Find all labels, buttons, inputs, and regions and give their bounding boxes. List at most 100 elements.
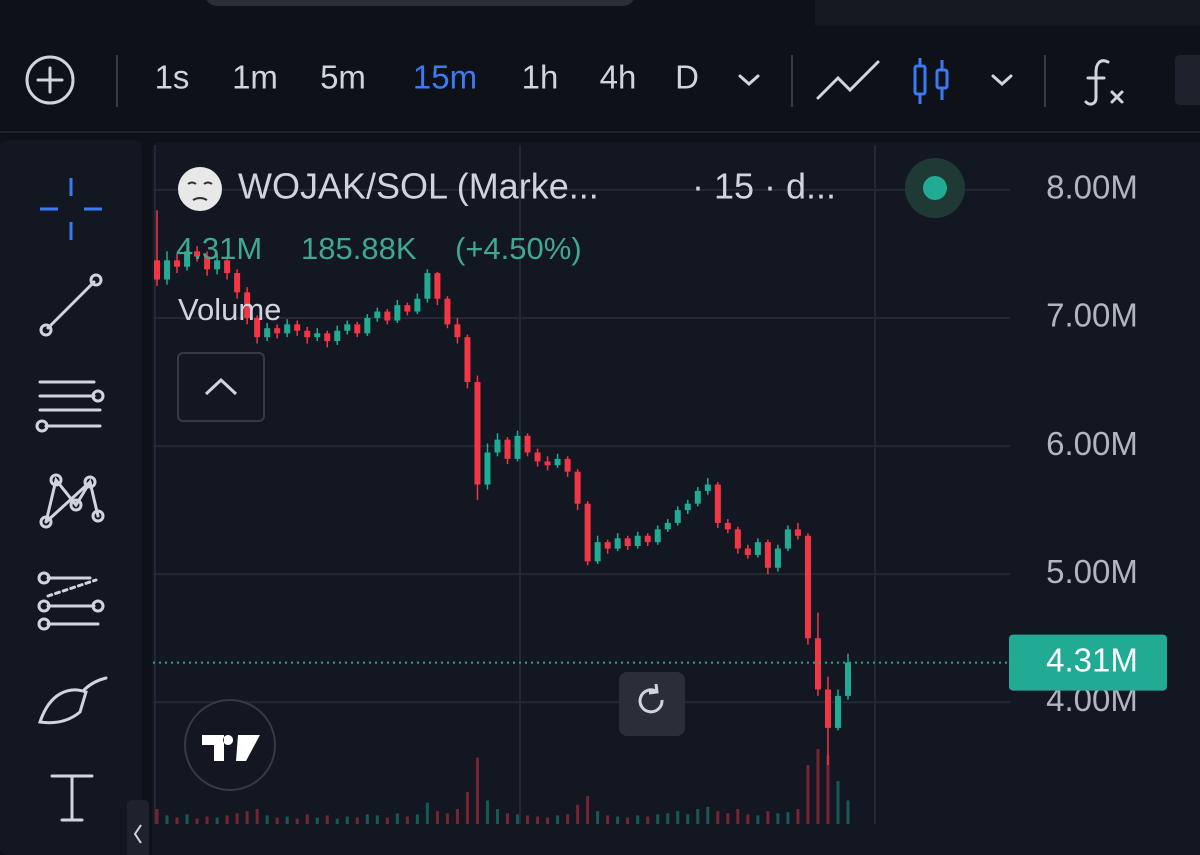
candle-body — [754, 542, 761, 555]
volume-bar — [826, 755, 830, 824]
candle-body — [174, 260, 181, 267]
candle-body — [634, 535, 641, 546]
interval-menu[interactable] — [738, 74, 760, 87]
candle-body — [474, 382, 481, 485]
volume-bar — [726, 813, 730, 824]
candle-body — [744, 548, 751, 555]
candle-body — [694, 490, 701, 504]
candle-body — [574, 471, 581, 504]
chart-panel — [152, 142, 1200, 855]
candle-body — [824, 689, 831, 728]
last-price-label: 4.31M — [1046, 641, 1138, 678]
volume-bar — [776, 813, 780, 824]
symbol-logo — [178, 167, 222, 211]
volume-bar — [766, 811, 770, 824]
candle-body — [194, 251, 201, 257]
last-price-badge — [1009, 634, 1167, 691]
candle-body — [704, 484, 711, 491]
candle-body — [614, 538, 621, 549]
volume-bar — [676, 811, 680, 824]
indicators-button[interactable] — [1084, 59, 1124, 106]
candle-body — [554, 458, 561, 466]
candle-chart-button[interactable] — [913, 58, 949, 104]
chart-type-menu[interactable] — [991, 74, 1013, 87]
candle-body — [664, 522, 671, 530]
candle-body — [504, 439, 511, 459]
volume-bar — [165, 815, 169, 824]
candle-body — [294, 324, 301, 331]
interval-button[interactable]: 5m — [320, 59, 366, 96]
candle-body — [544, 461, 551, 466]
crosshair-tool[interactable] — [40, 178, 102, 240]
volume-bar — [205, 816, 209, 824]
collapse-tab[interactable] — [127, 800, 149, 855]
toolbar: 1s 1m 5m 15m 1h 4h D — [25, 55, 1200, 107]
volume-bar — [225, 815, 229, 824]
candle-body — [354, 324, 361, 334]
volume-bar — [455, 809, 459, 824]
candle-body — [834, 695, 841, 728]
brush-tool[interactable] — [38, 676, 108, 725]
volume-bar — [355, 817, 359, 824]
volume-bar — [485, 800, 489, 824]
candle-body — [644, 535, 651, 543]
volume-bar — [385, 817, 389, 824]
interval-button[interactable]: 1m — [232, 59, 278, 96]
volume-bar — [255, 809, 259, 824]
candle-body — [734, 529, 741, 549]
volume-bar — [245, 811, 249, 824]
interval-info: · 15 · d... — [692, 166, 836, 207]
fib-tool[interactable] — [35, 380, 105, 433]
candle-body — [774, 548, 781, 568]
candle-body — [684, 503, 691, 511]
candle-body — [784, 529, 791, 549]
tv-logo[interactable] — [184, 699, 276, 791]
candle-body — [584, 503, 591, 562]
candle-body — [384, 311, 391, 321]
line-chart-button[interactable] — [816, 60, 880, 100]
volume-bar — [445, 813, 449, 824]
tv-logo-mark — [202, 735, 260, 761]
reset-button[interactable] — [619, 672, 685, 736]
volume-bar — [836, 781, 840, 824]
legend: WOJAK/SOL (Marke... · 15 · d... 4.31M 18… — [176, 158, 965, 422]
volume-bar — [475, 757, 479, 824]
candle-body — [214, 260, 221, 270]
volume-bar — [305, 814, 309, 824]
volume-bar — [556, 815, 560, 824]
prediction-tool[interactable] — [37, 571, 105, 631]
collapse-legend[interactable] — [177, 352, 265, 422]
status-dot — [923, 176, 947, 200]
candle-body — [434, 273, 441, 299]
volume-bar — [395, 813, 399, 824]
interval-button[interactable]: 4h — [600, 59, 637, 96]
volume-bar — [806, 765, 810, 824]
volume-bar — [345, 816, 349, 824]
more-button[interactable] — [1175, 55, 1200, 105]
trend-line-tool[interactable] — [39, 273, 103, 337]
interval-button[interactable]: 15m — [413, 59, 477, 96]
candle-body — [204, 256, 211, 270]
top-strip — [206, 0, 634, 6]
collapse-legend-icon — [204, 377, 238, 396]
volume-bar — [786, 812, 790, 824]
volume-bar — [435, 811, 439, 824]
candle-body — [534, 452, 541, 462]
volume-bar — [606, 815, 610, 824]
interval-button[interactable]: 1s — [155, 59, 190, 96]
candle-body — [454, 324, 461, 338]
candle-body — [524, 435, 531, 453]
candle-body — [604, 542, 611, 549]
candle-body — [254, 317, 261, 338]
legend-change: 185.88K — [301, 231, 417, 266]
volume-bar — [365, 814, 369, 824]
interval-button[interactable]: D — [675, 59, 699, 96]
volume-bar — [325, 815, 329, 824]
text-tool[interactable] — [50, 774, 94, 822]
volume-bar — [796, 809, 800, 824]
candle-body — [794, 529, 801, 536]
pattern-tool[interactable] — [39, 473, 105, 529]
interval-button[interactable]: 1h — [522, 59, 559, 96]
add-button[interactable] — [25, 55, 75, 105]
